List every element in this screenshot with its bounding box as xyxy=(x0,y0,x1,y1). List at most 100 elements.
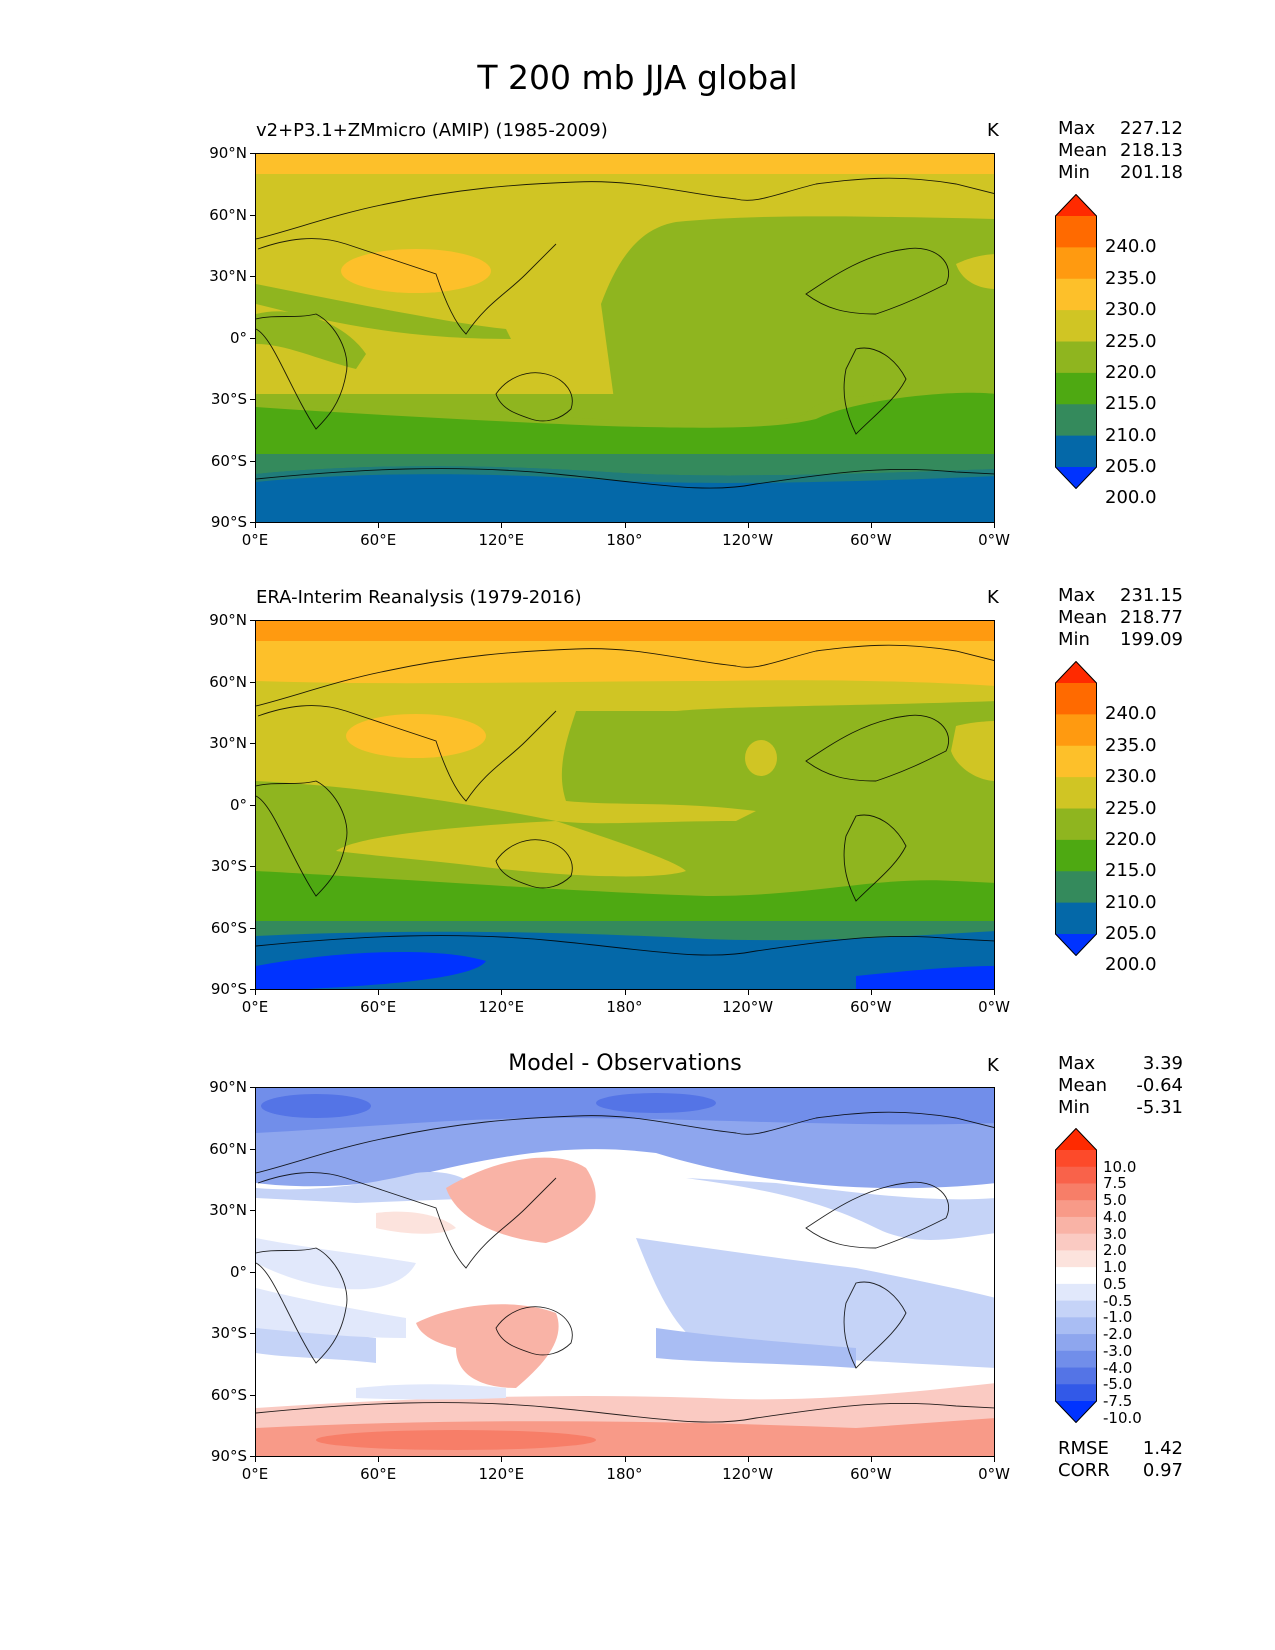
lon-tick-label: 60°W xyxy=(850,1465,892,1483)
lat-tick-label: 30°S xyxy=(210,390,247,408)
lat-tick-label: 30°N xyxy=(209,267,247,285)
lon-tick-label: 180° xyxy=(606,531,643,549)
colorbar-band xyxy=(1055,1250,1097,1268)
lat-tick-mark xyxy=(250,989,255,990)
lon-tick-label: 0°E xyxy=(241,531,269,549)
rmse-value: 1.42 xyxy=(1142,1438,1183,1459)
colorbar-band xyxy=(1055,808,1097,841)
lon-tick-mark xyxy=(994,523,995,528)
colorbar-extend-top xyxy=(1055,194,1097,216)
colorbar-tick-label: 205.0 xyxy=(1105,456,1157,477)
lon-tick-mark xyxy=(747,990,749,995)
colorbar-band xyxy=(1055,1183,1097,1201)
stat-mean-label: Mean xyxy=(1058,607,1108,628)
panel-2-title: ERA-Interim Reanalysis (1979-2016) xyxy=(256,587,582,608)
lon-tick-mark xyxy=(624,990,626,995)
colorbar-band xyxy=(1055,1384,1097,1402)
colorbar-band xyxy=(1055,278,1097,311)
lat-tick-label: 0° xyxy=(229,1262,247,1281)
lon-tick-label: 120°W xyxy=(722,1465,774,1483)
lon-tick-mark xyxy=(624,523,626,528)
lon-tick-label: 0°E xyxy=(241,998,269,1016)
lat-tick-label: 90°S xyxy=(210,980,247,998)
lat-tick-mark xyxy=(250,1333,255,1334)
lon-tick-label: 120°W xyxy=(722,998,774,1016)
colorbar-tick-label: 2.0 xyxy=(1103,1241,1127,1260)
panel-3-map xyxy=(255,1087,995,1457)
lat-tick-label: 30°N xyxy=(209,734,247,752)
lon-tick-label: 0°E xyxy=(241,1465,269,1483)
colorbar-band xyxy=(1055,1200,1097,1218)
colorbar-tick-label: -3.0 xyxy=(1103,1341,1133,1360)
colorbar-band xyxy=(1055,1367,1097,1385)
colorbar-tick-label: -2.0 xyxy=(1103,1325,1133,1344)
stat-mean-label: Mean xyxy=(1058,140,1108,161)
stat-max-label: Max xyxy=(1058,585,1096,606)
colorbar-tick-label: 235.0 xyxy=(1105,734,1157,756)
colorbar-band xyxy=(1055,714,1097,747)
lat-tick-mark xyxy=(250,276,255,277)
panel-2-colorbar xyxy=(1055,661,1097,956)
colorbar-tick-label: 5.0 xyxy=(1103,1191,1127,1210)
colorbar-extend-top xyxy=(1055,1128,1097,1150)
stat-min-label: Min xyxy=(1058,1097,1090,1118)
colorbar-tick-label: 230.0 xyxy=(1105,766,1157,788)
lat-tick-mark xyxy=(250,1148,255,1150)
lon-tick-label: 60°E xyxy=(360,1465,397,1483)
lon-tick-label: 60°W xyxy=(850,998,892,1016)
lon-tick-mark xyxy=(747,1457,749,1462)
corr-label: CORR xyxy=(1058,1460,1110,1481)
lat-tick-label: 90°S xyxy=(210,1447,247,1465)
colorbar-outline xyxy=(1055,194,1097,489)
lon-tick-mark xyxy=(255,523,256,528)
colorbar-tick-label: 215.0 xyxy=(1105,393,1157,415)
panel-3-units: K xyxy=(987,1055,999,1076)
lat-tick-mark xyxy=(250,337,255,339)
lon-tick-label: 120°E xyxy=(478,531,525,549)
panel-3-title: Model - Observations xyxy=(508,1051,742,1076)
stat-min-value: 199.09 xyxy=(1120,629,1183,650)
colorbar-tick-label: 3.0 xyxy=(1103,1224,1127,1243)
lon-tick-mark xyxy=(378,990,380,995)
colorbar-band xyxy=(1055,310,1097,342)
colorbar-tick-label: 4.0 xyxy=(1103,1207,1127,1226)
stat-max-value: 3.39 xyxy=(1142,1053,1183,1074)
lat-tick-mark xyxy=(250,1456,255,1457)
colorbar-band xyxy=(1055,372,1097,405)
colorbar-band xyxy=(1055,902,1097,935)
colorbar-tick-label: 1.0 xyxy=(1103,1258,1127,1277)
colorbar-band xyxy=(1055,745,1097,778)
panel-3-stats: Max 3.39 Mean -0.64 Min -5.31 xyxy=(1058,1053,1183,1119)
lon-tick-mark xyxy=(994,1457,995,1462)
colorbar-tick-label: -4.0 xyxy=(1103,1358,1133,1377)
lon-tick-mark xyxy=(255,990,256,995)
lon-tick-mark xyxy=(255,1457,256,1462)
lat-tick-label: 30°S xyxy=(210,857,247,875)
colorbar-tick-label: 225.0 xyxy=(1105,797,1157,819)
stat-mean-value: -0.64 xyxy=(1136,1075,1183,1096)
lat-tick-label: 90°S xyxy=(210,513,247,531)
colorbar-band xyxy=(1055,216,1097,248)
lat-tick-label: 0° xyxy=(229,795,247,814)
panel-3-colorbar xyxy=(1055,1128,1097,1423)
stat-mean-value: 218.13 xyxy=(1120,140,1183,161)
panel-1-colorbar xyxy=(1055,194,1097,489)
lon-tick-mark xyxy=(378,523,380,528)
colorbar-band xyxy=(1055,1267,1097,1285)
lon-tick-mark xyxy=(870,523,872,528)
colorbar-tick-label: 210.0 xyxy=(1105,891,1157,913)
colorbar-extend-bottom xyxy=(1055,467,1097,489)
lat-tick-label: 90°N xyxy=(209,1078,247,1096)
colorbar-band xyxy=(1055,1334,1097,1352)
lon-tick-label: 120°E xyxy=(478,998,525,1016)
panel-2-map xyxy=(255,620,995,990)
lat-tick-mark xyxy=(250,804,255,806)
lon-tick-label: 60°E xyxy=(360,998,397,1016)
colorbar-extend-bottom xyxy=(1055,934,1097,956)
lat-tick-mark xyxy=(250,620,255,621)
colorbar-tick-label: 215.0 xyxy=(1105,860,1157,882)
lat-tick-label: 90°N xyxy=(209,144,247,162)
stat-mean-label: Mean xyxy=(1058,1075,1108,1096)
lon-tick-label: 180° xyxy=(606,1465,643,1483)
lon-tick-label: 0°W xyxy=(978,1465,1010,1483)
